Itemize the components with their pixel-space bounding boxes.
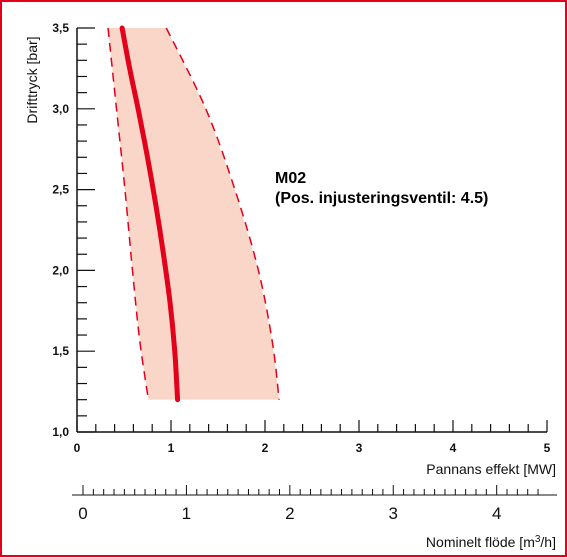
x-tick-label: 1	[168, 441, 175, 455]
secondary-x-axis-title-end: /h]	[540, 534, 556, 550]
x-ticks: 0 1 2 3 4 5	[74, 420, 551, 455]
x-tick-label: 3	[356, 441, 363, 455]
x2-tick-label: 4	[492, 504, 501, 523]
x2-tick-label: 0	[78, 504, 87, 523]
y-tick-label: 1,0	[52, 425, 69, 439]
y-axis-title: Drifttryck [bar]	[24, 36, 40, 123]
x-tick-label: 5	[544, 441, 551, 455]
secondary-x-ticks: 0 1 2 3 4	[78, 485, 539, 523]
x2-tick-label: 1	[182, 504, 191, 523]
annotation-model: M02	[275, 170, 306, 187]
secondary-x-axis: 0 1 2 3 4	[72, 485, 557, 523]
y-axis: 1,0 1,5 2,0 2,5 3,0 3,5	[52, 21, 95, 439]
secondary-x-axis-title-sup: 3	[535, 534, 541, 545]
secondary-x-axis-title: Nominelt flöde [m3/h]	[426, 534, 556, 550]
annotation-valve-position: (Pos. injusteringsventil: 4.5)	[275, 190, 488, 207]
secondary-x-axis-title-main: Nominelt flöde [m	[426, 534, 535, 550]
x-axis: 0 1 2 3 4 5	[74, 420, 551, 455]
y-tick-label: 1,5	[52, 344, 69, 358]
x-tick-label: 2	[262, 441, 269, 455]
y-tick-label: 3,5	[52, 21, 69, 35]
x-tick-label: 4	[450, 441, 457, 455]
y-tick-label: 2,0	[52, 263, 69, 277]
y-tick-label: 3,0	[52, 102, 69, 116]
x2-tick-label: 2	[285, 504, 294, 523]
x-tick-label: 0	[74, 441, 81, 455]
y-ticks: 1,0 1,5 2,0 2,5 3,0 3,5	[52, 21, 95, 439]
x2-tick-label: 3	[389, 504, 398, 523]
y-tick-label: 2,5	[52, 183, 69, 197]
pressure-flow-curve	[119, 25, 181, 403]
band-lower-boundary	[107, 27, 150, 400]
x-axis-title: Pannans effekt [MW]	[426, 461, 556, 477]
band-upper-boundary	[165, 27, 280, 400]
tolerance-band	[108, 28, 280, 400]
